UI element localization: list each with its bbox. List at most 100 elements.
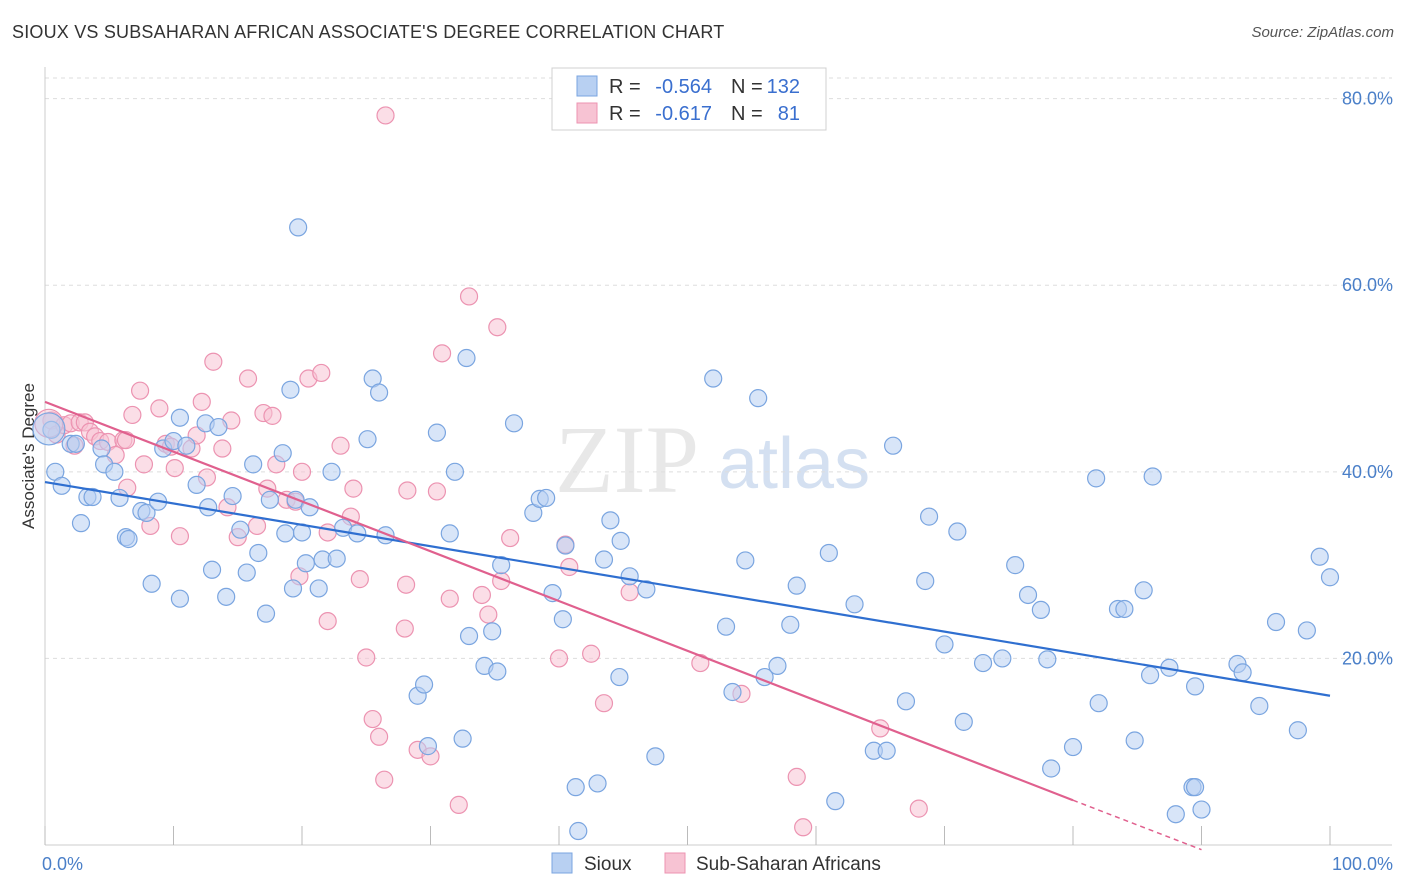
data-point-ssa (395, 619, 414, 638)
data-point-sioux (601, 511, 620, 530)
stats-legend-swatch-ssa (576, 102, 598, 124)
data-point-sioux (1031, 600, 1050, 620)
data-point-sioux (556, 536, 575, 555)
data-point-sioux (1042, 759, 1061, 778)
data-point-ssa (344, 479, 363, 498)
data-point-sioux (646, 747, 665, 766)
data-point-sioux (83, 487, 102, 507)
data-point-sioux (92, 439, 111, 458)
data-point-sioux (537, 488, 556, 508)
data-point-sioux (327, 549, 346, 568)
stats-legend-box (551, 67, 827, 131)
data-point-sioux (919, 507, 939, 526)
data-point-ssa (459, 287, 479, 306)
y-axis-title: Associate's Degree (19, 383, 38, 529)
data-point-sioux (296, 554, 315, 573)
data-point-ssa (549, 649, 569, 668)
data-point-sioux (1018, 585, 1038, 605)
data-point-ssa (472, 585, 491, 605)
data-point-sioux (1310, 547, 1329, 566)
data-point-sioux (1115, 599, 1134, 619)
watermark-atlas: atlas (718, 424, 870, 504)
legend-label-sioux: Sioux (584, 854, 632, 875)
legend-swatch-sioux (551, 852, 573, 874)
stats-n-label-ssa: N = (731, 103, 763, 125)
data-point-sioux (611, 531, 630, 550)
data-point-sioux (819, 543, 838, 563)
data-point-sioux (787, 576, 806, 595)
data-point-ssa (318, 611, 337, 631)
watermark-zip: ZIP (555, 406, 699, 513)
data-point-ssa (123, 405, 142, 425)
data-point-sioux (187, 475, 206, 494)
data-point-ssa (213, 439, 232, 458)
data-point-sioux (1125, 731, 1144, 750)
data-point-sioux (610, 667, 629, 687)
data-point-sioux (916, 571, 935, 591)
data-point-ssa (370, 727, 389, 746)
data-point-sioux (170, 408, 190, 427)
data-point-sioux (231, 520, 250, 539)
data-point-sioux (137, 503, 156, 522)
data-point-ssa (130, 381, 150, 400)
data-point-sioux (202, 560, 222, 579)
data-point-ssa (432, 344, 452, 363)
data-point-sioux (177, 436, 196, 455)
data-point-ssa (449, 795, 468, 814)
data-point-sioux (66, 434, 85, 453)
data-point-sioux (973, 653, 993, 673)
data-point-ssa (247, 516, 267, 536)
data-point-ssa (501, 528, 520, 548)
data-point-sioux (1288, 721, 1307, 740)
data-point-ssa (134, 455, 154, 474)
trend-line-ssa-extension (1072, 799, 1202, 851)
data-point-sioux (309, 579, 328, 598)
data-point-sioux (445, 462, 465, 481)
data-point-sioux (1006, 556, 1025, 575)
y-tick-label: 60.0% (1342, 275, 1393, 295)
data-point-sioux (736, 551, 755, 570)
data-point-sioux (105, 462, 124, 481)
watermark: ZIP atlas (555, 406, 870, 513)
data-point-sioux (723, 682, 742, 702)
data-point-sioux (993, 649, 1012, 668)
data-point-sioux (427, 423, 447, 442)
data-point-sioux (1185, 677, 1205, 696)
data-point-sioux (935, 635, 954, 654)
data-point-sioux (281, 380, 300, 399)
stats-n-label-sioux: N = (731, 76, 763, 98)
chart-source: Source: ZipAtlas.com (1251, 24, 1394, 41)
series-sioux (32, 218, 1340, 841)
data-point-sioux (289, 218, 308, 237)
data-point-sioux (594, 550, 614, 569)
data-point-sioux (883, 436, 903, 455)
data-point-ssa (357, 648, 376, 667)
y-tick-label: 80.0% (1342, 89, 1393, 109)
stats-legend-swatch-sioux (576, 75, 598, 97)
data-point-sioux (414, 675, 434, 694)
data-point-sioux (1089, 694, 1108, 713)
bottom-legend: Sioux Sub-Saharan Africans (551, 852, 881, 875)
data-point-ssa (375, 770, 394, 789)
data-point-ssa (560, 557, 579, 577)
data-point-sioux (877, 741, 896, 760)
data-point-sioux (440, 524, 459, 543)
y-tick-label: 40.0% (1342, 462, 1393, 482)
data-point-sioux (276, 524, 295, 543)
chart-title: SIOUX VS SUBSAHARAN AFRICAN ASSOCIATE'S … (12, 22, 725, 42)
data-point-sioux (1266, 612, 1286, 632)
data-point-sioux (1063, 737, 1083, 757)
data-point-sioux (358, 430, 377, 449)
data-point-sioux (566, 778, 585, 797)
data-point-sioux (1134, 581, 1153, 600)
data-point-ssa (594, 694, 614, 713)
data-point-sioux (1185, 778, 1205, 797)
y-tick-label: 20.0% (1342, 648, 1393, 668)
data-point-ssa (150, 399, 169, 418)
data-point-ssa (582, 644, 601, 663)
trend-lines (44, 400, 1331, 851)
data-point-ssa (398, 481, 417, 500)
stats-r-label-sioux: R = (609, 76, 641, 98)
data-point-sioux (1297, 621, 1316, 640)
data-point-sioux (826, 792, 845, 811)
